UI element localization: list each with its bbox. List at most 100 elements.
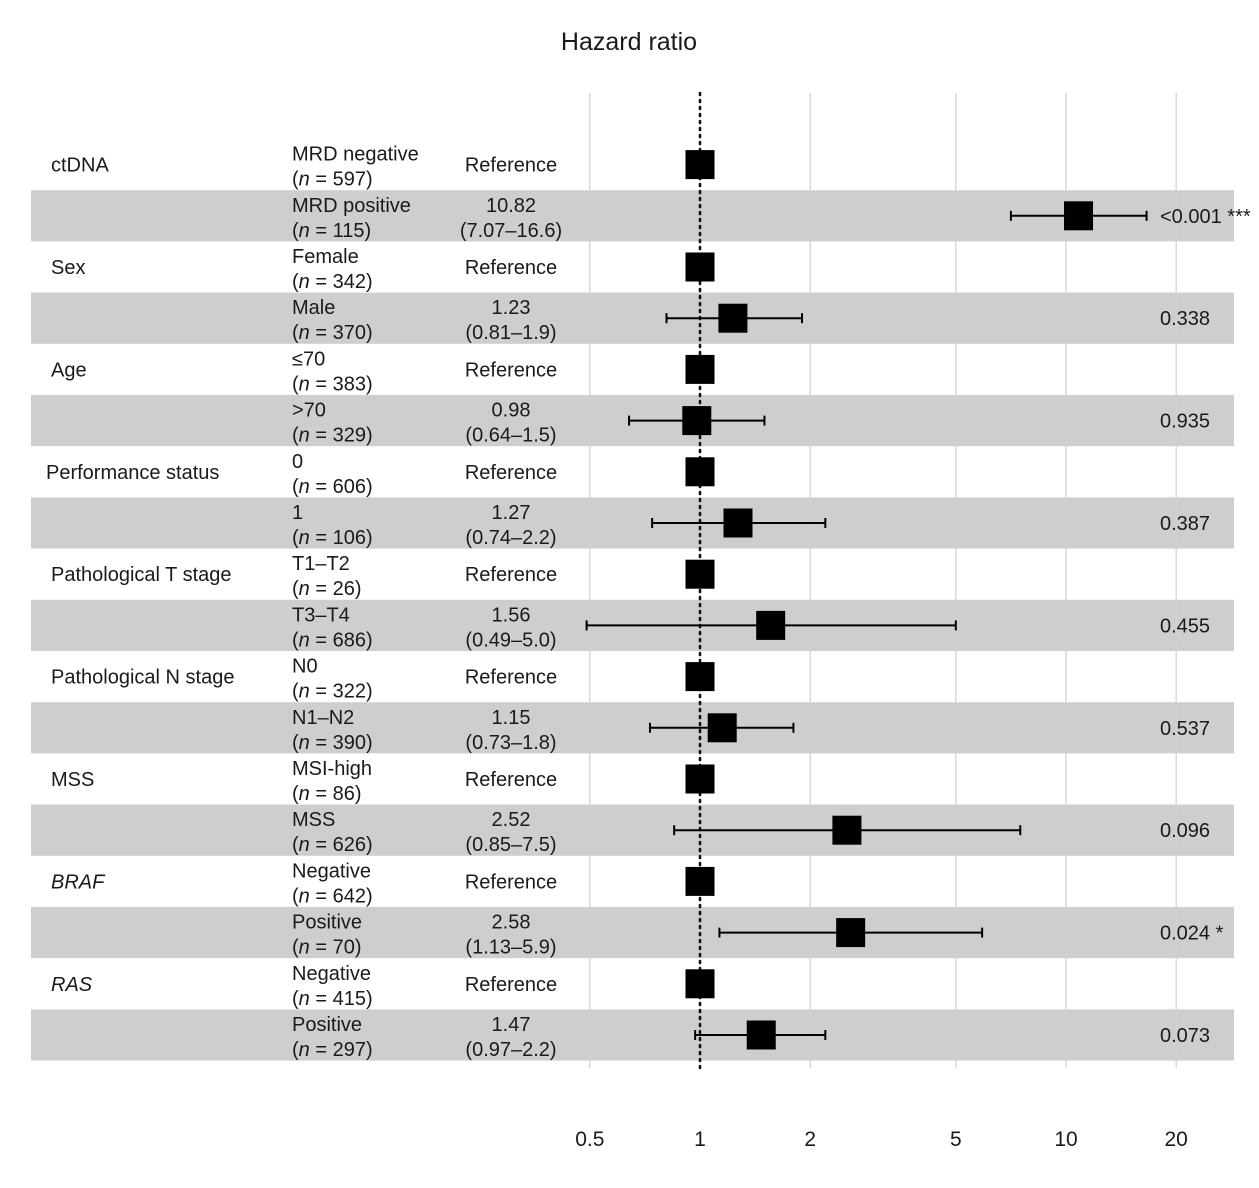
x-tick-label: 5 [950,1128,962,1151]
group-n-label: (n = 370) [292,322,373,344]
hr-point [685,252,715,282]
p-value-label: 0.455 [1160,615,1210,637]
variable-label: MSS [51,769,94,791]
group-n-label: (n = 383) [292,373,373,395]
ci-label: (0.81–1.9) [465,322,556,344]
group-label: Positive [292,1014,362,1036]
hr-point [685,866,715,896]
group-n-label: (n = 606) [292,476,373,498]
x-tick-label: 2 [804,1128,816,1151]
variable-label: BRAF [51,871,106,893]
ci-label: (0.49–5.0) [465,629,556,651]
variable-label: Pathological T stage [51,564,232,586]
group-label: T1–T2 [292,553,350,575]
x-axis-ticks: 0.5 1 2 5 10 20 [575,1128,1188,1151]
hr-point [723,508,753,538]
variable-label: Sex [51,257,85,279]
group-n-label: (n = 390) [292,732,373,754]
group-label: MSS [292,809,335,831]
hr-point [685,559,715,589]
hr-point [682,406,712,436]
x-tick-label: 20 [1164,1128,1187,1151]
hr-point [685,457,715,487]
variable-label: RAS [51,974,93,996]
group-n-label: (n = 106) [292,527,373,549]
group-label: N1–N2 [292,707,354,729]
group-n-label: (n = 86) [292,783,362,805]
ci-label: (0.73–1.8) [465,732,556,754]
group-label: 1 [292,502,303,524]
ci-label: (1.13–5.9) [465,937,556,959]
group-label: Negative [292,963,371,985]
hr-value-label: 1.47 [492,1014,531,1036]
hr-value-label: Reference [465,564,557,586]
ci-label: (0.74–2.2) [465,527,556,549]
group-n-label: (n = 642) [292,885,373,907]
group-n-label: (n = 297) [292,1039,373,1061]
x-tick-label: 10 [1054,1128,1077,1151]
hr-value-label: 1.23 [492,297,531,319]
hazard-ratio-marks [585,150,1148,1050]
row-band [31,702,1234,754]
hr-value-label: Reference [465,462,557,484]
p-value-label: 0.096 [1160,820,1210,842]
hr-point [718,303,748,333]
group-n-label: (n = 597) [292,169,373,191]
row-band [31,1009,1234,1061]
group-label: ≤70 [292,348,325,370]
hr-value-label: Reference [465,155,557,177]
variable-label: Pathological N stage [51,667,234,689]
variable-label: Performance status [46,462,219,484]
ci-label: (0.64–1.5) [465,425,556,447]
hr-value-label: 0.98 [492,400,531,422]
hr-value-label: Reference [465,974,557,996]
hr-value-label: 1.15 [492,707,531,729]
group-label: Female [292,246,359,268]
group-n-label: (n = 115) [292,220,371,242]
group-n-label: (n = 415) [292,988,373,1010]
hr-value-label: 1.27 [492,502,531,524]
group-label: T3–T4 [292,604,350,626]
row-labels: ctDNA MRD negative (n = 597) Reference MRD p… [46,144,1251,1061]
hr-value-label: Reference [465,769,557,791]
group-n-label: (n = 686) [292,629,373,651]
row-band [31,804,1234,856]
hr-point [707,713,737,743]
group-label: MRD negative [292,144,419,166]
p-value-label: 0.073 [1160,1025,1210,1047]
chart-title: Hazard ratio [561,28,697,56]
p-value-label: 0.024 * [1160,923,1224,945]
group-label: Negative [292,860,371,882]
hr-value-label: 2.58 [492,912,531,934]
group-label: Male [292,297,335,319]
group-n-label: (n = 322) [292,681,373,703]
hr-point [746,1020,776,1050]
hr-point [685,150,715,180]
group-label: N0 [292,656,318,678]
group-n-label: (n = 626) [292,834,373,856]
x-tick-label: 1 [694,1128,706,1151]
hr-value-label: 2.52 [492,809,531,831]
hr-value-label: 10.82 [486,195,536,217]
ci-label: (0.85–7.5) [465,834,556,856]
p-value-label: <0.001 *** [1160,206,1251,228]
hr-point [685,969,715,999]
hr-point [685,662,715,692]
row-band [31,292,1234,344]
p-value-label: 0.387 [1160,513,1210,535]
group-n-label: (n = 70) [292,937,362,959]
group-label: MRD positive [292,195,411,217]
hr-value-label: 1.56 [492,604,531,626]
hr-value-label: Reference [465,871,557,893]
row-band [31,497,1234,549]
p-value-label: 0.935 [1160,411,1210,433]
group-label: >70 [292,400,326,422]
hr-point [756,610,786,640]
hr-point [685,354,715,384]
group-n-label: (n = 342) [292,271,373,293]
ci-label: (0.97–2.2) [465,1039,556,1061]
hr-point [832,815,862,845]
variable-label: ctDNA [51,155,109,177]
p-value-label: 0.338 [1160,308,1210,330]
group-n-label: (n = 26) [292,578,362,600]
